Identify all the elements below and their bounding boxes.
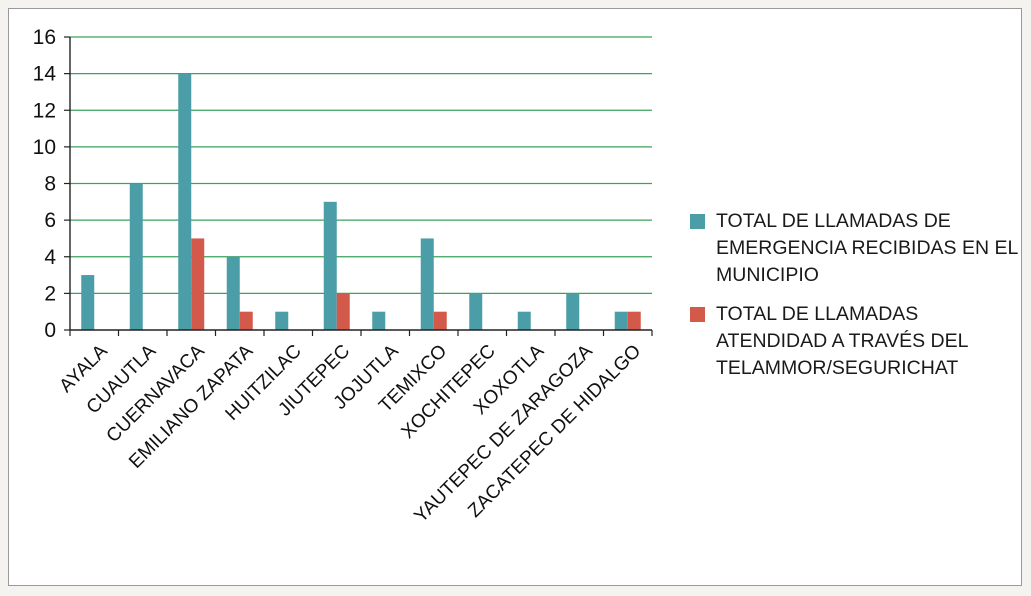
legend-label-attended: TOTAL DE LLAMADAS ATENDIDAD A TRAVÉS DEL… [716, 303, 968, 379]
bar-attended-emiliano-zapata [239, 311, 253, 330]
axes [64, 36, 653, 336]
y-tick-label: 12 [33, 99, 56, 122]
y-tick-label: 2 [44, 282, 56, 305]
bar-received-xoxotla [517, 311, 531, 330]
legend: TOTAL DE LLAMADAS DE EMERGENCIA RECIBIDA… [690, 208, 1020, 394]
gridlines [70, 36, 652, 295]
bar-received-jojutla [372, 311, 386, 330]
bar-received-zacatepec-de-hidalgo [614, 311, 628, 330]
bar-received-cuernavaca [178, 73, 192, 330]
y-tick-label: 4 [44, 246, 56, 269]
bar-attended-temixco [433, 311, 447, 330]
x-tick-label: YAUTEPEC DE ZARAGOZA [410, 340, 597, 527]
bar-attended-cuernavaca [191, 238, 205, 330]
bars [81, 73, 641, 330]
y-tick-label: 16 [33, 26, 56, 49]
legend-label-received: TOTAL DE LLAMADAS DE EMERGENCIA RECIBIDA… [716, 210, 1018, 286]
chart-frame [8, 8, 1022, 586]
bar-received-ayala [81, 275, 95, 330]
y-tick-label: 6 [44, 209, 56, 232]
y-tick-labels: 0 2 4 6 8 10 12 14 16 [33, 26, 57, 342]
legend-item-attended: TOTAL DE LLAMADAS ATENDIDAD A TRAVÉS DEL… [690, 301, 1020, 382]
legend-swatch-received [690, 214, 705, 229]
bar-attended-zacatepec-de-hidalgo [627, 311, 641, 330]
legend-item-received: TOTAL DE LLAMADAS DE EMERGENCIA RECIBIDA… [690, 208, 1020, 289]
bar-received-temixco [420, 238, 434, 330]
bar-received-huitzilac [275, 311, 289, 330]
y-tick-label: 0 [44, 319, 56, 342]
bar-received-cuautla [129, 183, 143, 330]
y-tick-label: 14 [33, 63, 57, 86]
bar-received-yautepec-de-zaragoza [566, 293, 580, 330]
bar-attended-jiutepec [336, 293, 350, 330]
legend-swatch-attended [690, 307, 705, 322]
bar-received-emiliano-zapata [226, 256, 240, 330]
bar-received-jiutepec [323, 201, 337, 330]
y-tick-label: 8 [44, 173, 56, 196]
bar-received-xochitepec [469, 293, 483, 330]
y-tick-label: 10 [33, 136, 56, 159]
